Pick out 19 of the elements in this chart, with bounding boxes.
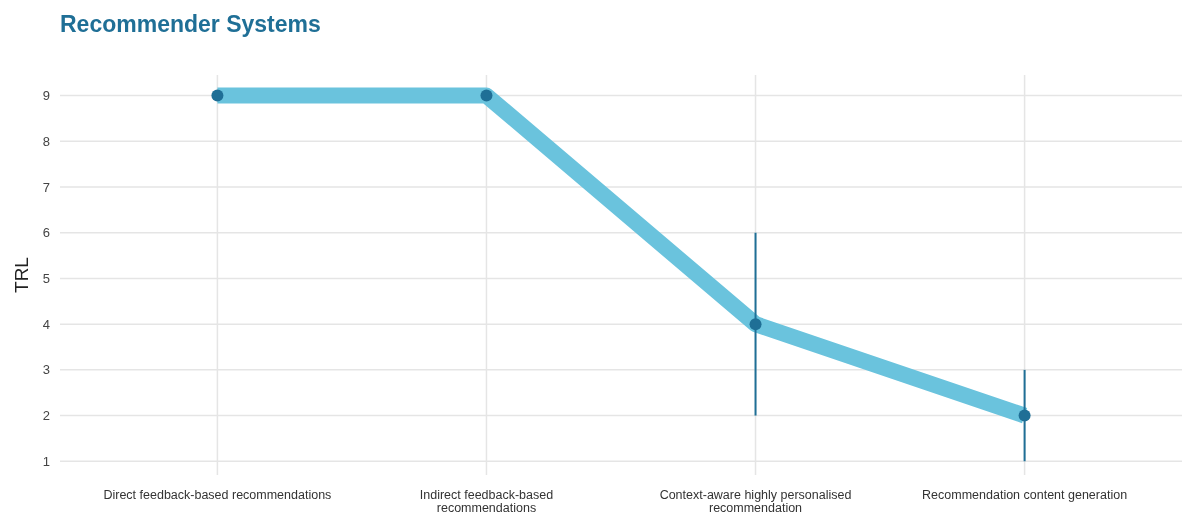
y-tick-label: 3 <box>42 362 50 378</box>
y-tick-label: 9 <box>42 88 50 104</box>
x-tick-label: Direct feedback-based recommendations <box>103 488 332 502</box>
point <box>1018 409 1031 422</box>
point <box>749 318 762 331</box>
y-tick-label: 4 <box>42 316 50 332</box>
y-tick-label: 2 <box>42 408 50 424</box>
y-tick-label: 8 <box>42 133 50 149</box>
y-tick-label: 5 <box>42 270 50 286</box>
y-axis-title: TRL <box>11 257 32 293</box>
point <box>211 89 224 102</box>
y-tick-label: 1 <box>42 453 50 469</box>
x-tick-label: Context-aware highly personalised recommendation <box>659 488 852 515</box>
x-tick-label: Indirect feedback-based recommendations <box>419 488 554 515</box>
y-tick-label: 6 <box>42 225 50 241</box>
x-tick-label: Recommendation content generation <box>922 488 1128 502</box>
point <box>480 89 493 102</box>
y-tick-label: 7 <box>42 179 50 195</box>
chart-title: Recommender Systems <box>60 11 321 37</box>
